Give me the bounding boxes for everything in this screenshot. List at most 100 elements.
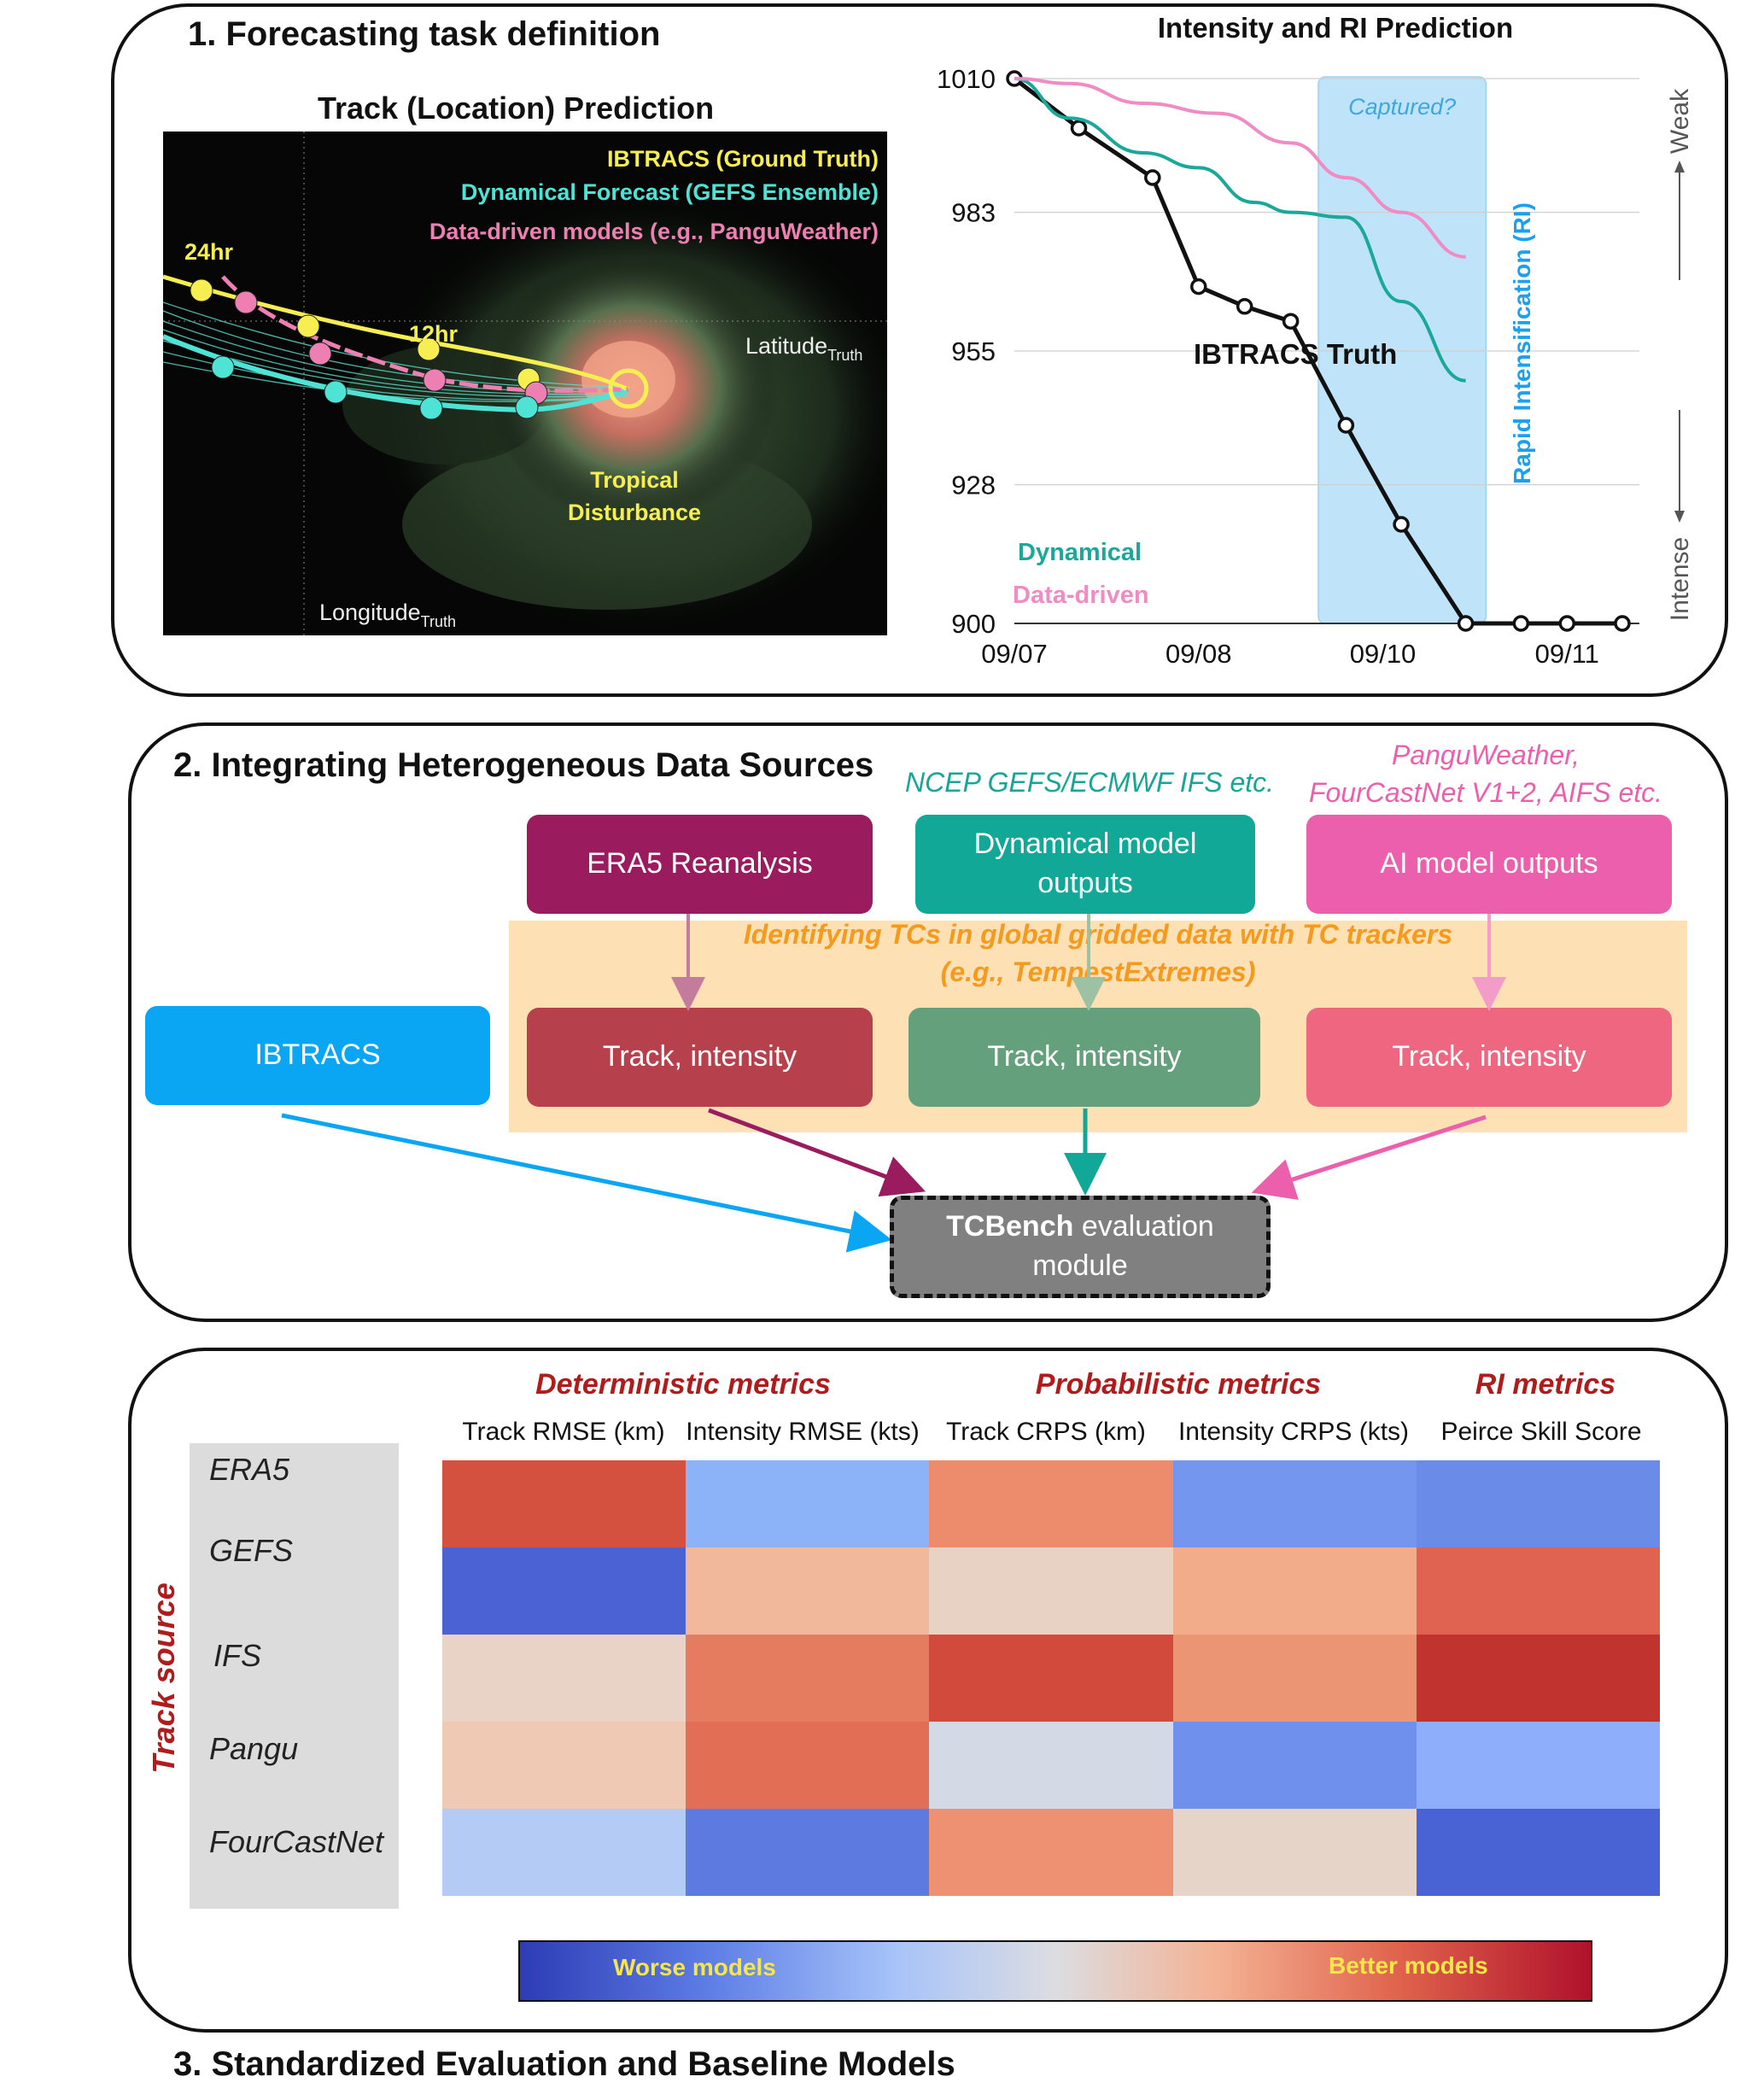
- row-label-background: [190, 1443, 399, 1909]
- ai-outputs-box: AI model outputs: [1306, 815, 1672, 914]
- metrics-heatmap: [442, 1460, 1660, 1896]
- row-pangu: Pangu: [209, 1731, 299, 1766]
- y-tick-955: 955: [951, 336, 996, 366]
- heatmap-cell-ifs-5: [1416, 1635, 1660, 1722]
- heatmap-cell-pangu-2: [686, 1722, 930, 1809]
- truth-point-9: [1512, 615, 1530, 632]
- heatmap-cell-pangu-1: [442, 1722, 686, 1809]
- heatmap-cell-ifs-2: [686, 1635, 930, 1722]
- heatmap-cell-era5-5: [1416, 1460, 1660, 1547]
- chart-title: Intensity and RI Prediction: [1158, 12, 1513, 44]
- heatmap-cell-gefs-2: [686, 1547, 930, 1635]
- heatmap-cell-gefs-5: [1416, 1547, 1660, 1635]
- row-ifs: IFS: [213, 1638, 262, 1673]
- truth-point-8: [1457, 615, 1475, 632]
- weak-label: Weak: [1666, 88, 1694, 154]
- latitude-sub: Truth: [827, 347, 862, 364]
- track-prediction-image: IBTRACS (Ground Truth) Dynamical Forecas…: [163, 132, 887, 635]
- truth-markers: [190, 278, 540, 391]
- heatmap-cell-era5-1: [442, 1460, 686, 1547]
- longitude-text: Longitude: [319, 600, 421, 625]
- ai-track-box: Track, intensity: [1306, 1008, 1672, 1107]
- tracker-line1: Identifying TCs in global gridded data w…: [743, 919, 1453, 950]
- heatmap-cell-fourcastnet-1: [442, 1809, 686, 1896]
- y-tick-1010: 1010: [937, 64, 996, 94]
- truth-point-2: [1144, 169, 1161, 186]
- dyn-outputs-line2: outputs: [1037, 867, 1133, 899]
- track-source-label: Track source: [146, 1582, 181, 1774]
- truth-point-6: [1337, 417, 1355, 434]
- row-fourcastnet: FourCastNet: [209, 1824, 384, 1859]
- row-gefs: GEFS: [209, 1533, 294, 1568]
- weak-arrow-head: [1674, 161, 1685, 173]
- heatmap-cell-ifs-4: [1172, 1635, 1417, 1722]
- ai-sources-line2: FourCastNet V1+2, AIFS etc.: [1308, 777, 1663, 808]
- colorbar-right-label: Better models: [1329, 1952, 1488, 1979]
- label-24hr: 24hr: [184, 239, 234, 265]
- tcbench-line1: TCBench evaluation: [946, 1208, 1214, 1247]
- tcbench-line2: module: [1032, 1249, 1128, 1282]
- intensity-chart: Intensity and RI Prediction Captured? 101…: [937, 12, 1694, 669]
- ai-sources-line1: PanguWeather,: [1391, 740, 1580, 770]
- truth-point-7: [1393, 516, 1410, 533]
- captured-label: Captured?: [1348, 94, 1456, 120]
- y-tick-983: 983: [951, 198, 996, 228]
- x-tick-09-11: 09/11: [1535, 639, 1599, 669]
- dyn-track-box: Track, intensity: [908, 1008, 1260, 1107]
- colorbar: [518, 1940, 1592, 2002]
- dyn-outputs-line1: Dynamical model: [973, 828, 1197, 861]
- arrow-ai-track: [1251, 1114, 1487, 1201]
- intense-arrow-head: [1674, 511, 1685, 523]
- legend-dynamical: Dynamical Forecast (GEFS Ensemble): [461, 179, 879, 205]
- dynamical-track: [163, 334, 629, 413]
- panel3-title: 3. Standardized Evaluation and Baseline …: [173, 2045, 955, 2083]
- truth-point-11: [1614, 615, 1631, 632]
- disturbance-line2: Disturbance: [568, 500, 701, 525]
- truth-point-10: [1558, 615, 1576, 632]
- dyn-outputs-box: Dynamical model outputs: [915, 815, 1255, 914]
- era5-box: ERA5 Reanalysis: [527, 815, 873, 914]
- panel2-title: 2. Integrating Heterogeneous Data Source…: [173, 746, 874, 784]
- truth-series-label: IBTRACS Truth: [1194, 338, 1397, 370]
- arrow-era5-track: [708, 1108, 926, 1197]
- colorbar-left-label: Worse models: [613, 1954, 776, 1980]
- heatmap-cell-fourcastnet-4: [1172, 1809, 1417, 1896]
- group-deterministic: Deterministic metrics: [535, 1368, 831, 1401]
- panel1-title: 1. Forecasting task definition: [188, 15, 661, 53]
- intense-label: Intense: [1666, 537, 1694, 621]
- legend-data-driven: Data-driven: [1013, 582, 1149, 609]
- col-intensity-crps: Intensity CRPS (kts): [1177, 1418, 1410, 1446]
- group-ri: RI metrics: [1475, 1368, 1616, 1401]
- datadriven-markers: [234, 290, 548, 405]
- truth-point-4: [1236, 298, 1253, 315]
- legend-datadriven: Data-driven models (e.g., PanguWeather): [429, 219, 879, 244]
- tcbench-module-box: TCBench evaluation module: [890, 1196, 1271, 1298]
- legend-dynamical: Dynamical: [1018, 539, 1142, 566]
- heatmap-cell-era5-2: [686, 1460, 930, 1547]
- disturbance-line1: Tropical: [590, 467, 679, 493]
- tcbench-bold: TCBench: [946, 1210, 1074, 1243]
- y-tick-928: 928: [951, 471, 996, 500]
- col-track-crps: Track CRPS (km): [946, 1418, 1146, 1446]
- latitude-label: LatitudeTruth: [745, 333, 862, 364]
- legend-truth: IBTRACS (Ground Truth): [607, 146, 879, 172]
- series-line-dynamical: [1014, 77, 1466, 383]
- col-track-rmse: Track RMSE (km): [462, 1418, 665, 1446]
- heatmap-cell-ifs-1: [442, 1635, 686, 1722]
- era5-track-box: Track, intensity: [527, 1008, 873, 1107]
- dynamical-markers: [211, 355, 539, 420]
- group-probabilistic: Probabilistic metrics: [1035, 1368, 1322, 1401]
- storm-center-marker: [608, 368, 649, 409]
- heatmap-cell-ifs-3: [929, 1635, 1173, 1722]
- heatmap-cell-gefs-4: [1172, 1547, 1417, 1635]
- tcbench-rest: evaluation: [1073, 1210, 1214, 1243]
- col-peirce: Peirce Skill Score: [1440, 1418, 1642, 1446]
- truth-point-3: [1190, 278, 1207, 295]
- dyn-sources-label: NCEP GEFS/ECMWF IFS etc.: [905, 767, 1275, 798]
- latitude-text: Latitude: [745, 333, 827, 359]
- col-intensity-rmse: Intensity RMSE (kts): [686, 1418, 920, 1446]
- heatmap-cell-pangu-4: [1172, 1722, 1417, 1809]
- ri-axis-label: Rapid Intensification (RI): [1509, 202, 1535, 484]
- track-title: Track (Location) Prediction: [318, 91, 715, 126]
- heatmap-cell-fourcastnet-3: [929, 1809, 1173, 1896]
